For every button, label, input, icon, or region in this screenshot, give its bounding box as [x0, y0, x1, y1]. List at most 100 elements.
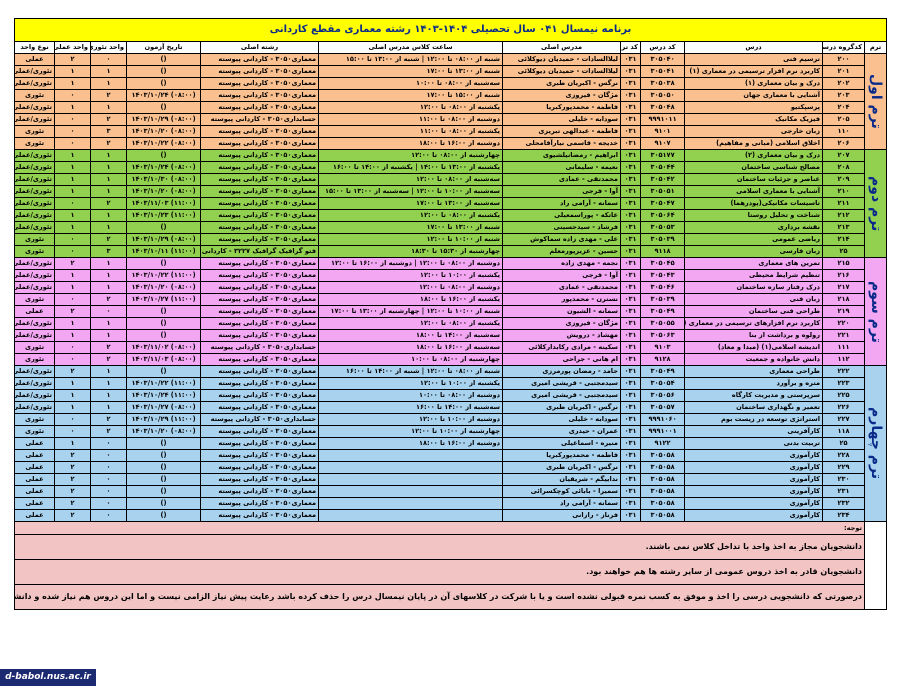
- cell-cc: ۳۰۵۰۵۸: [640, 473, 686, 486]
- cell-d: (): [126, 449, 202, 462]
- cell-th: ۱: [90, 401, 128, 414]
- cell-g: ۱۱۱: [822, 341, 866, 354]
- cell-cc: ۳۰۵۰۵۸: [640, 509, 686, 522]
- cell-th: ۱: [90, 317, 128, 330]
- cell-f: معماری۳۰۵۰ - کاردانی پیوسته: [200, 425, 320, 438]
- cell-d: (): [126, 317, 202, 330]
- cell-h: شنبه از ۱۳:۰۰ تا ۱۷:۰۰: [318, 221, 504, 234]
- cell-cc: ۳۰۵۰۴۱: [640, 65, 686, 78]
- cell-p: آوا - فرجی: [502, 269, 622, 282]
- cell-d: (): [126, 77, 202, 90]
- cell-c: تاسیسات مکانیکی(پودرهما): [684, 197, 824, 210]
- cell-k: ۰۳۱: [620, 293, 642, 306]
- table-row: ۲۰۹ عناصر و جزئیات ساختمان ۳۰۵۰۴۲ ۰۳۱ محمدتق…: [13, 173, 887, 186]
- cell-th: ۱: [90, 149, 128, 162]
- cell-th: ۱: [90, 329, 128, 342]
- cell-ty: عملی: [13, 461, 56, 474]
- cell-ty: تئوری/عملی: [13, 77, 56, 90]
- cell-ty: تئوری: [13, 125, 56, 138]
- cell-g: ۲۰۹: [822, 173, 866, 186]
- cell-g: ۲۰۴: [822, 101, 866, 114]
- table-row: ۲۳۰ کارآموزی ۳۰۵۰۵۸ ۰۳۱ نداییگم - شریفیان معم…: [13, 473, 887, 486]
- cell-cc: ۳۰۵۰۴۰: [640, 53, 686, 66]
- cell-cc: ۳۰۵۰۵۶: [640, 389, 686, 402]
- cell-p: آوا - فرجی: [502, 185, 622, 198]
- cell-th: ۲: [90, 425, 128, 438]
- cell-cc: ۳۰۵۰۵۸: [640, 461, 686, 474]
- cell-g: ۲۰۳: [822, 89, 866, 102]
- cell-p: علی - مهدی زاده سماکوش: [502, 233, 622, 246]
- column-header: درس: [684, 41, 824, 54]
- cell-pr: ۰: [54, 233, 92, 246]
- cell-p: سمیرا - بابائی کوچکسرائی: [502, 485, 622, 498]
- cell-k: ۰۳۱: [620, 401, 642, 414]
- cell-g: ۲۳۰: [822, 473, 866, 486]
- cell-p: خدیجه - قاسمی نیارآقامحلی: [502, 137, 622, 150]
- cell-pr: ۱: [54, 65, 92, 78]
- cell-ty: تئوری/عملی: [13, 257, 56, 270]
- cell-k: ۰۳۱: [620, 173, 642, 186]
- cell-c: تعمیر و نگهداری ساختمان: [684, 401, 824, 414]
- cell-p: محمدتقی - عمادی: [502, 281, 622, 294]
- cell-p: فرناز - رازانی: [502, 509, 622, 522]
- cell-c: متره و برآورد: [684, 377, 824, 390]
- cell-f: معماری۳۰۵۰ - کاردانی پیوسته: [200, 161, 320, 174]
- cell-c: کارآموزی: [684, 485, 824, 498]
- cell-h: شنبه از ۰۸:۰۰ تا ۱۲:۰۰ | شنبه از ۱۳:۰۰ ت…: [318, 53, 504, 66]
- note-text: درصورتی که دانشجویی درسی را اخذ و موفق ب…: [13, 584, 866, 610]
- page-title: برنامه نیمسال ۰۴۱ سال تحصیلی ۱۴۰۴-۱۴۰۳ ر…: [13, 18, 888, 42]
- cell-f: معماری۳۰۵۰ - کاردانی پیوسته: [200, 365, 320, 378]
- cell-g: ۲۱۸: [822, 293, 866, 306]
- cell-c: دانش خانواده و جمعیت: [684, 353, 824, 366]
- cell-h: دوشنبه از ۰۸:۰۰ تا ۱۲:۰۰: [318, 281, 504, 294]
- cell-cc: ۳۰۵۰۴۵: [640, 257, 686, 270]
- cell-ty: تئوری: [13, 341, 56, 354]
- table-row: ۲۲۱ رولوه و برداشت از بنا ۳۰۵۰۶۳ ۰۳۱ مهشاد -…: [13, 329, 887, 342]
- cell-th: ۳: [90, 245, 128, 258]
- cell-p: ام هانی - جراحی: [502, 353, 622, 366]
- cell-h: [318, 461, 504, 474]
- cell-p: سیدمجتبی - قریشی امیری: [502, 389, 622, 402]
- cell-c: زبان فارسی: [684, 245, 824, 258]
- cell-k: ۰۳۱: [620, 449, 642, 462]
- table-row: ۲۱۷ درک رفتار سازه ساختمان ۳۰۵۰۴۶ ۰۳۱ محمدتق…: [13, 281, 887, 294]
- cell-ty: تئوری/عملی: [13, 221, 56, 234]
- cell-f: معماری۳۰۵۰ - کاردانی پیوسته: [200, 437, 320, 450]
- cell-th: ۲: [90, 137, 128, 150]
- cell-f: حسابداری۳۰۵۰ - کاردانی پیوسته: [200, 413, 320, 426]
- cell-d: (): [126, 149, 202, 162]
- cell-pr: ۱: [54, 401, 92, 414]
- cell-cc: ۹۹۹۱۰۶۰: [640, 413, 686, 426]
- cell-ty: تئوری/عملی: [13, 161, 56, 174]
- cell-f: معماری۳۰۵۰ - کاردانی پیوسته: [200, 281, 320, 294]
- cell-ty: تئوری/عملی: [13, 197, 56, 210]
- cell-f: معماری۳۰۵۰ - کاردانی پیوسته: [200, 125, 320, 138]
- cell-c: تمرین های معماری: [684, 257, 824, 270]
- cell-d: (۱۱:۰۰) ۱۴۰۳/۱۰/۲۲: [126, 377, 202, 390]
- cell-th: ۰: [90, 509, 128, 522]
- cell-c: درک رفتار سازه ساختمان: [684, 281, 824, 294]
- cell-f: معماری۳۰۵۰ - کاردانی پیوسته: [200, 509, 320, 522]
- cell-d: (۰۸:۰۰) ۱۴۰۳/۱۰/۲۰: [126, 425, 202, 438]
- cell-ty: تئوری: [13, 137, 56, 150]
- cell-h: یکشنبه از ۰۸:۰۰ تا ۱۱:۰۰: [318, 125, 504, 138]
- cell-k: ۰۳۱: [620, 233, 642, 246]
- cell-h: سه‌شنبه از ۱۴:۰۰ تا ۱۶:۰۰: [318, 401, 504, 414]
- cell-ty: تئوری/عملی: [13, 113, 56, 126]
- cell-ty: تئوری: [13, 245, 56, 258]
- cell-cc: ۹۹۹۱۰۱۱: [640, 113, 686, 126]
- cell-ty: تئوری/عملی: [13, 377, 56, 390]
- cell-g: ۲۱۰: [822, 185, 866, 198]
- cell-f: معماری۳۰۵۰ - کاردانی پیوسته: [200, 89, 320, 102]
- site-stamp[interactable]: d-babol.nus.ac.ir: [0, 669, 96, 686]
- cell-g: ۲۱۴: [822, 233, 866, 246]
- cell-cc: ۳۰۵۰۴۹: [640, 365, 686, 378]
- cell-d: (): [126, 53, 202, 66]
- cell-th: ۲: [90, 197, 128, 210]
- cell-pr: ۱: [54, 329, 92, 342]
- cell-pr: ۲: [54, 485, 92, 498]
- cell-ty: عملی: [13, 473, 56, 486]
- cell-c: کارآموزی: [684, 509, 824, 522]
- column-header: کدگروه درسی: [822, 41, 866, 54]
- cell-c: کارآفرینی: [684, 425, 824, 438]
